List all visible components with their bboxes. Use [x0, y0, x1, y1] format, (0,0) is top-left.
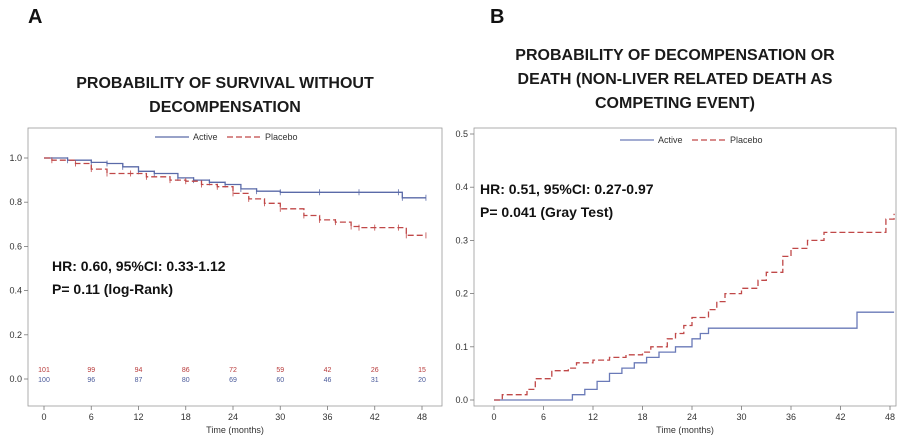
chart-a-risk-active-value: 87: [135, 377, 143, 384]
chart-b-x-axis-label: Time (months): [656, 425, 714, 435]
chart-a-risk-placebo-value: 42: [324, 367, 332, 374]
chart-b-hazard-ratio: HR: 0.51, 95%CI: 0.27-0.97: [480, 181, 654, 197]
chart-a-y-tick-label: 0.8: [9, 197, 22, 207]
chart-a-annotation: HR: 0.60, 95%CI: 0.33-1.12 P= 0.11 (log-…: [52, 255, 226, 301]
chart-a-risk-active-value: 60: [276, 377, 284, 384]
chart-a-x-tick-label: 36: [322, 412, 332, 422]
chart-a-risk-active-value: 100: [38, 377, 50, 384]
chart-a-x-tick-label: 18: [181, 412, 191, 422]
chart-a-hazard-ratio: HR: 0.60, 95%CI: 0.33-1.12: [52, 258, 226, 274]
chart-a-risk-active-value: 31: [371, 377, 379, 384]
chart-b-y-tick-label: 0.2: [455, 289, 468, 299]
chart-a-x-tick-label: 24: [228, 412, 238, 422]
chart-b-series-placebo-line: [494, 213, 895, 401]
chart-a-y-tick-label: 1.0: [9, 153, 22, 163]
chart-a-risk-placebo-value: 94: [135, 367, 143, 374]
chart-a-risk-active-value: 80: [182, 377, 190, 384]
chart-a-y-tick-label: 0.0: [9, 374, 22, 384]
chart-b-legend-active-label: Active: [658, 135, 683, 145]
chart-a-p-value: P= 0.11 (log-Rank): [52, 281, 173, 297]
chart-b-x-tick-label: 42: [835, 412, 845, 422]
chart-a-risk-placebo-value: 86: [182, 367, 190, 374]
chart-a-y-tick-label: 0.2: [9, 330, 22, 340]
chart-a-risk-active-value: 69: [229, 377, 237, 384]
chart-b-legend-placebo-label: Placebo: [730, 135, 763, 145]
chart-b-x-tick-label: 24: [687, 412, 697, 422]
chart-b-series-active-line: [494, 311, 895, 401]
chart-b-p-value: P= 0.041 (Gray Test): [480, 204, 614, 220]
chart-b-x-tick-label: 0: [491, 412, 496, 422]
chart-b-y-tick-label: 0.5: [455, 129, 468, 139]
chart-a-x-tick-label: 48: [417, 412, 427, 422]
chart-b-x-tick-label: 30: [736, 412, 746, 422]
chart-a-y-tick-label: 0.6: [9, 241, 22, 251]
chart-a-title: PROBABILITY OF SURVIVAL WITHOUT DECOMPEN…: [20, 72, 430, 120]
chart-b-annotation: HR: 0.51, 95%CI: 0.27-0.97 P= 0.041 (Gra…: [480, 178, 654, 224]
chart-a-x-tick-label: 0: [41, 412, 46, 422]
chart-b-x-tick-label: 12: [588, 412, 598, 422]
chart-a-risk-placebo-value: 26: [371, 367, 379, 374]
chart-b-y-tick-label: 0.0: [455, 395, 468, 405]
panel-letter-b: B: [490, 6, 505, 28]
chart-b-title-line-3: COMPETING EVENT): [594, 95, 755, 112]
chart-a-risk-active-value: 96: [87, 377, 95, 384]
chart-b-title-line-2: DEATH (NON-LIVER RELATED DEATH AS: [517, 71, 833, 88]
chart-a-title-line-2: DECOMPENSATION: [149, 99, 301, 116]
chart-a-y-tick-label: 0.4: [9, 286, 22, 296]
chart-a-legend-active-label: Active: [193, 132, 218, 142]
panel-a: A PROBABILITY OF SURVIVAL WITHOUT DECOMP…: [9, 6, 443, 435]
chart-b-y-tick-label: 0.4: [455, 182, 468, 192]
chart-a-risk-active-value: 46: [324, 377, 332, 384]
chart-a-series-active-line: [44, 157, 426, 199]
panel-letter-a: A: [28, 6, 43, 28]
chart-b-y-tick-label: 0.1: [455, 342, 468, 352]
chart-a-risk-placebo-value: 59: [276, 367, 284, 374]
chart-b-x-tick-label: 48: [885, 412, 895, 422]
chart-a-x-tick-label: 30: [275, 412, 285, 422]
panel-b: B PROBABILITY OF DECOMPENSATION OR DEATH…: [450, 0, 900, 445]
chart-b-title-line-1: PROBABILITY OF DECOMPENSATION OR: [515, 47, 835, 64]
chart-b-plot-frame: [473, 127, 897, 407]
chart-a-x-tick-label: 42: [370, 412, 380, 422]
chart-a-plot-frame: [27, 127, 443, 407]
chart-a-x-tick-label: 12: [133, 412, 143, 422]
chart-a-risk-placebo-value: 99: [87, 367, 95, 374]
chart-b-title: PROBABILITY OF DECOMPENSATION OR DEATH (…: [455, 44, 895, 116]
chart-a-legend-placebo-label: Placebo: [265, 132, 298, 142]
chart-b-y-tick-label: 0.3: [455, 235, 468, 245]
chart-b-plot: 0.0 0.1 0.2 0.3 0.4 0.5 0 6 12 18 24 30 36 42 48 Time (…: [455, 127, 897, 435]
chart-a-risk-active-value: 20: [418, 377, 426, 384]
chart-a-risk-placebo-value: 15: [418, 367, 426, 374]
chart-a-plot: 0.0 0.2 0.4 0.6 0.8 1.0 0 6 12 18 24 30 36 42 48 Time (…: [9, 127, 443, 435]
chart-a-x-tick-label: 6: [89, 412, 94, 422]
chart-a-title-line-1: PROBABILITY OF SURVIVAL WITHOUT: [76, 75, 374, 92]
chart-a-risk-placebo-value: 101: [38, 367, 50, 374]
chart-b-x-tick-label: 36: [786, 412, 796, 422]
chart-a-series-placebo-line: [44, 157, 426, 236]
chart-a-x-axis-label: Time (months): [206, 425, 264, 435]
chart-a-risk-placebo-value: 72: [229, 367, 237, 374]
chart-b-x-tick-label: 6: [541, 412, 546, 422]
chart-b-x-tick-label: 18: [637, 412, 647, 422]
